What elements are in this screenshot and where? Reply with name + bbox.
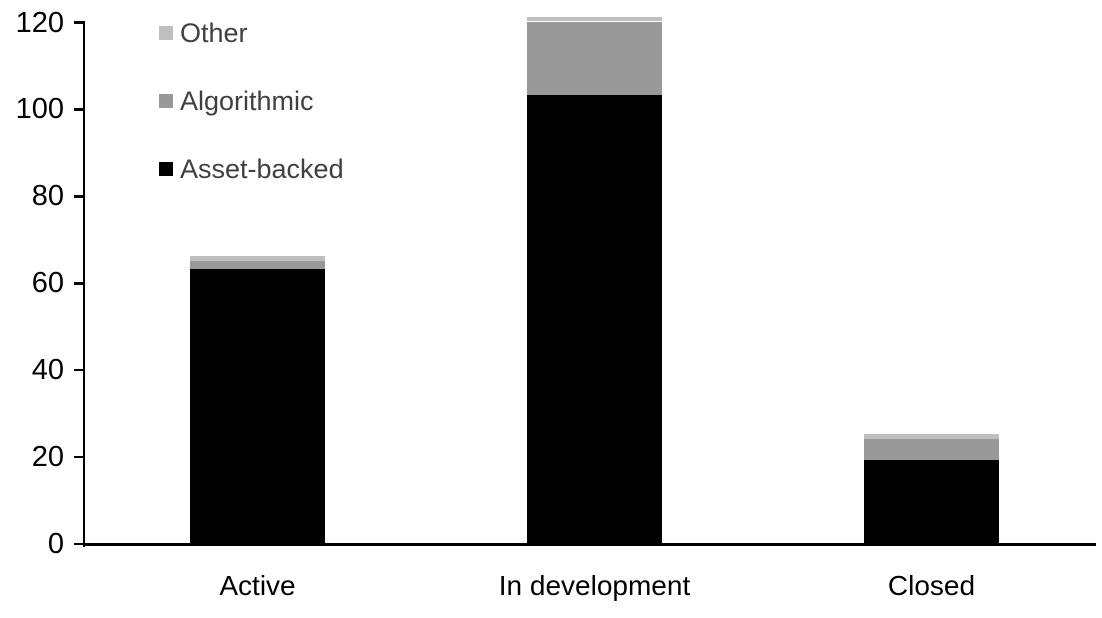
y-axis-tick bbox=[73, 368, 83, 372]
legend-item-asset-backed: Asset-backed bbox=[159, 154, 344, 184]
x-tick-label: Active bbox=[219, 570, 296, 601]
y-axis-tick bbox=[73, 542, 83, 546]
x-axis-line bbox=[82, 543, 1096, 546]
y-axis-tick bbox=[73, 282, 83, 285]
legend-label: Asset-backed bbox=[180, 154, 344, 184]
legend-label: Other bbox=[180, 18, 248, 48]
legend-swatch-other bbox=[159, 26, 173, 40]
bar-segment-asset-backed bbox=[527, 95, 662, 543]
bar-segment-asset-backed bbox=[190, 269, 325, 543]
y-tick-label: 100 bbox=[15, 93, 64, 126]
y-tick-label: 20 bbox=[31, 441, 64, 474]
legend-label: Algorithmic bbox=[180, 86, 314, 116]
bar-active bbox=[190, 256, 325, 543]
legend-swatch-asset-backed bbox=[159, 162, 173, 176]
y-tick-label: 40 bbox=[31, 354, 64, 387]
y-tick-label: 60 bbox=[31, 267, 64, 300]
bar-segment-other bbox=[527, 17, 662, 22]
y-axis-tick bbox=[73, 108, 83, 111]
legend-swatch-algorithmic bbox=[159, 94, 173, 108]
y-tick-label: 80 bbox=[31, 180, 64, 213]
y-tick-label: 120 bbox=[15, 6, 64, 39]
y-axis-tick bbox=[73, 455, 83, 459]
legend-item-algorithmic: Algorithmic bbox=[159, 86, 314, 116]
y-axis-line bbox=[82, 21, 85, 547]
bar-segment-other bbox=[864, 434, 999, 439]
bar-segment-algorithmic bbox=[864, 438, 999, 461]
y-axis-tick bbox=[73, 21, 83, 24]
bar-closed bbox=[864, 434, 999, 543]
bar-in-development bbox=[527, 17, 662, 543]
bar-segment-asset-backed bbox=[864, 460, 999, 543]
x-tick-label: Closed bbox=[887, 570, 976, 601]
x-tick-label: In development bbox=[498, 570, 691, 601]
bar-segment-algorithmic bbox=[190, 260, 325, 270]
bar-segment-other bbox=[190, 256, 325, 261]
y-tick-label: 0 bbox=[47, 528, 64, 560]
legend-item-other: Other bbox=[159, 18, 248, 48]
y-axis-tick bbox=[73, 195, 83, 198]
bar-segment-algorithmic bbox=[527, 21, 662, 96]
